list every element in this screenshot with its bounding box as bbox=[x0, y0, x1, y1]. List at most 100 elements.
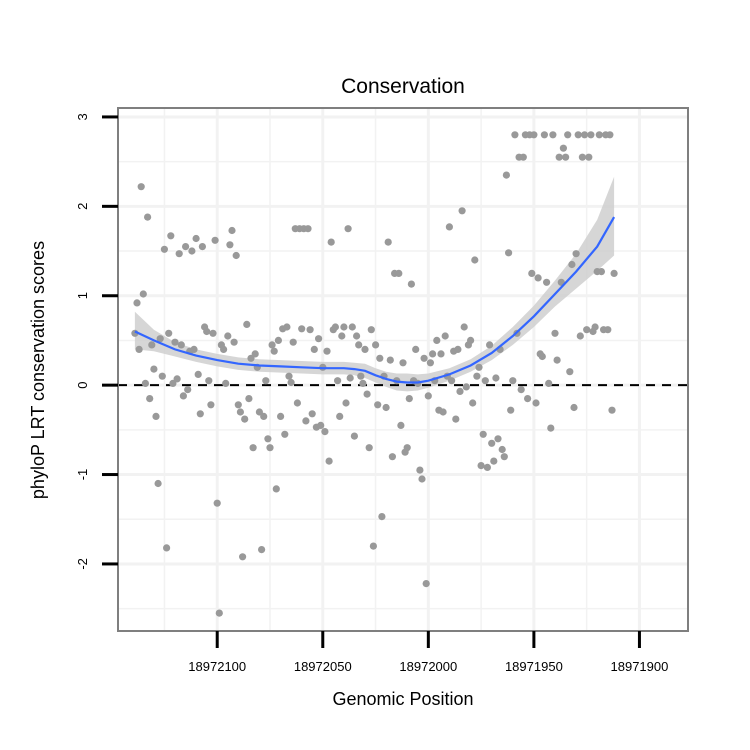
data-point bbox=[382, 403, 390, 412]
data-point bbox=[403, 444, 411, 452]
data-point bbox=[234, 401, 242, 409]
data-point bbox=[418, 475, 426, 483]
smooth-fit-line bbox=[134, 216, 616, 384]
data-point bbox=[133, 299, 141, 307]
data-point bbox=[198, 243, 206, 251]
data-point bbox=[386, 356, 394, 364]
data-point bbox=[268, 341, 276, 349]
chart-title: Conservation bbox=[341, 75, 465, 98]
data-point bbox=[517, 386, 525, 394]
data-point bbox=[255, 408, 263, 416]
data-point bbox=[568, 260, 576, 269]
data-point bbox=[192, 234, 200, 243]
data-point bbox=[220, 345, 228, 353]
data-point bbox=[384, 238, 392, 246]
data-point bbox=[177, 341, 185, 349]
data-point bbox=[490, 457, 498, 465]
data-point bbox=[534, 274, 542, 282]
y-axis: -2 -1 0 1 2 3 bbox=[75, 113, 118, 570]
data-point bbox=[175, 250, 183, 258]
data-point bbox=[564, 131, 572, 139]
x-tick-label: 18972000 bbox=[399, 659, 457, 674]
data-point bbox=[171, 338, 179, 346]
data-point bbox=[194, 370, 202, 378]
data-point bbox=[251, 350, 259, 358]
data-point bbox=[540, 131, 549, 139]
data-point bbox=[152, 412, 160, 420]
data-point bbox=[215, 609, 223, 617]
data-point bbox=[426, 359, 434, 367]
points-layer bbox=[131, 131, 618, 617]
x-axis-label: Genomic Position bbox=[332, 689, 473, 709]
data-point bbox=[211, 236, 219, 244]
data-point bbox=[342, 399, 350, 407]
data-point bbox=[353, 332, 361, 340]
y-tick-label: -2 bbox=[75, 558, 90, 570]
data-point bbox=[486, 341, 494, 349]
y-axis-label: phyloP LRT conservation scores bbox=[28, 241, 48, 499]
y-tick-label: -1 bbox=[75, 469, 90, 481]
x-tick-label: 18971900 bbox=[611, 659, 669, 674]
x-tick-label: 18972100 bbox=[188, 659, 246, 674]
data-point bbox=[340, 323, 348, 331]
data-point bbox=[437, 350, 445, 358]
data-point bbox=[302, 417, 310, 425]
data-point bbox=[608, 406, 616, 414]
data-point bbox=[226, 241, 234, 249]
data-point bbox=[587, 131, 595, 139]
data-point bbox=[272, 485, 280, 493]
data-point bbox=[239, 553, 247, 561]
data-point bbox=[395, 269, 403, 277]
data-point bbox=[456, 387, 464, 395]
data-point bbox=[388, 453, 396, 461]
data-point bbox=[190, 345, 198, 353]
data-point bbox=[555, 153, 563, 161]
data-point bbox=[376, 354, 384, 362]
data-point bbox=[135, 345, 143, 353]
data-point bbox=[488, 439, 496, 447]
data-point bbox=[308, 410, 316, 418]
data-point bbox=[477, 462, 485, 470]
data-point bbox=[293, 399, 301, 407]
data-point bbox=[553, 356, 561, 364]
data-point bbox=[374, 401, 382, 409]
data-point bbox=[562, 153, 570, 161]
data-point bbox=[160, 245, 168, 253]
data-point bbox=[357, 372, 365, 380]
data-point bbox=[346, 374, 354, 382]
data-point bbox=[543, 278, 551, 286]
data-point bbox=[249, 444, 257, 452]
data-point bbox=[361, 345, 369, 353]
data-point bbox=[184, 386, 192, 394]
data-point bbox=[173, 375, 181, 383]
data-point bbox=[545, 379, 553, 387]
data-point bbox=[258, 546, 266, 554]
data-point bbox=[532, 399, 540, 407]
data-point bbox=[475, 363, 483, 371]
data-point bbox=[500, 453, 508, 461]
data-point bbox=[507, 406, 515, 414]
data-point bbox=[236, 408, 244, 416]
data-point bbox=[369, 542, 377, 550]
data-point bbox=[365, 444, 373, 452]
x-tick-label: 18971950 bbox=[505, 659, 563, 674]
data-point bbox=[222, 379, 230, 387]
x-tick-label: 18972050 bbox=[294, 659, 352, 674]
data-point bbox=[315, 335, 323, 343]
data-point bbox=[494, 435, 502, 443]
data-point bbox=[549, 131, 557, 139]
data-point bbox=[597, 268, 606, 276]
plot-frame bbox=[117, 107, 689, 632]
data-point bbox=[224, 332, 232, 340]
data-point bbox=[572, 250, 580, 258]
data-point bbox=[281, 430, 289, 438]
data-point bbox=[519, 153, 527, 161]
data-point bbox=[566, 368, 574, 376]
data-point bbox=[420, 354, 428, 362]
data-point bbox=[169, 379, 177, 387]
data-point bbox=[264, 435, 272, 443]
data-point bbox=[458, 207, 466, 215]
data-point bbox=[412, 345, 420, 353]
